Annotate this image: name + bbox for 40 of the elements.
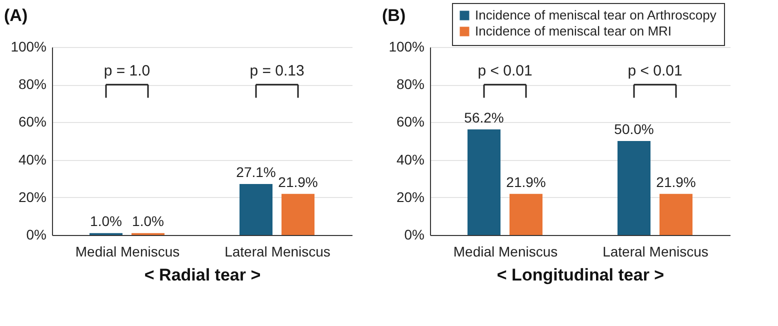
data-label: 27.1% bbox=[236, 164, 276, 180]
bar bbox=[618, 141, 650, 235]
y-tick-label: 40% bbox=[18, 151, 46, 168]
data-label: 21.9% bbox=[656, 174, 696, 190]
x-tick-label: Lateral Meniscus bbox=[602, 244, 708, 260]
y-tick-label: 20% bbox=[396, 188, 424, 205]
annotation: p = 0.13 bbox=[250, 62, 304, 80]
y-tick-label: 40% bbox=[396, 151, 424, 168]
chart-title: (A) bbox=[4, 6, 28, 25]
y-tick-label: 60% bbox=[18, 114, 46, 130]
bar bbox=[660, 194, 692, 235]
data-label: 56.2% bbox=[464, 109, 504, 126]
data-label: 21.9% bbox=[278, 174, 318, 190]
bar bbox=[468, 129, 500, 235]
bar bbox=[510, 194, 542, 235]
annotation: p < 0.01 bbox=[628, 62, 682, 80]
data-label: 1.0% bbox=[90, 213, 122, 230]
y-tick-label: 60% bbox=[396, 114, 424, 130]
legend-label: Incidence of meniscal tear on Arthroscopy bbox=[475, 8, 717, 22]
data-label: 21.9% bbox=[506, 174, 546, 190]
y-tick-label: 0% bbox=[26, 226, 46, 242]
x-axis-title: < Radial tear > bbox=[144, 266, 261, 284]
chart-title: (B) bbox=[382, 6, 406, 25]
annotation: p < 0.01 bbox=[478, 62, 532, 80]
legend-label: Incidence of meniscal tear on MRI bbox=[475, 24, 672, 38]
x-axis-title: < Longitudinal tear > bbox=[496, 266, 664, 284]
y-tick-label: 100% bbox=[10, 38, 46, 54]
bar bbox=[240, 184, 272, 235]
y-tick-label: 80% bbox=[396, 76, 424, 92]
y-tick-label: 80% bbox=[18, 76, 46, 92]
x-tick-label: Medial Meniscus bbox=[75, 244, 180, 260]
y-tick-label: 0% bbox=[404, 226, 424, 242]
x-tick-label: Lateral Meniscus bbox=[224, 244, 330, 260]
data-label: 50.0% bbox=[614, 121, 654, 137]
data-label: 1.0% bbox=[132, 213, 164, 230]
y-tick-label: 100% bbox=[388, 38, 424, 54]
bar bbox=[282, 194, 314, 235]
annotation: p = 1.0 bbox=[104, 62, 150, 80]
y-tick-label: 20% bbox=[18, 188, 46, 205]
x-tick-label: Medial Meniscus bbox=[453, 244, 558, 260]
